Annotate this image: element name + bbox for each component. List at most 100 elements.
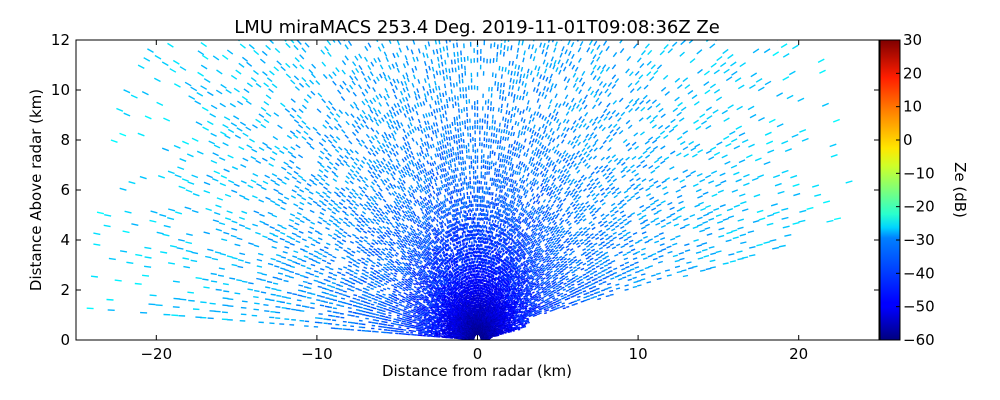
ze-gate bbox=[581, 70, 586, 76]
ze-gate bbox=[503, 123, 506, 128]
ze-gate bbox=[499, 276, 502, 279]
ze-gate bbox=[494, 266, 497, 270]
ze-gate bbox=[581, 81, 586, 87]
ze-gate bbox=[555, 300, 559, 303]
ze-gate bbox=[557, 239, 562, 243]
ze-gate bbox=[562, 66, 567, 72]
ze-gate bbox=[517, 308, 521, 311]
ze-gate bbox=[636, 164, 642, 169]
ze-gate bbox=[524, 216, 528, 221]
ze-gate bbox=[536, 98, 540, 103]
ze-gate bbox=[484, 306, 487, 309]
ze-gate bbox=[533, 274, 537, 278]
ze-gate bbox=[621, 267, 626, 271]
ze-gate bbox=[489, 260, 492, 264]
ze-gate bbox=[723, 135, 730, 141]
ze-gate bbox=[534, 303, 538, 306]
ze-gate bbox=[516, 310, 519, 313]
ze-gate bbox=[553, 237, 557, 241]
ze-gate bbox=[495, 244, 498, 248]
ze-gate bbox=[546, 253, 550, 257]
ze-gate bbox=[560, 263, 565, 267]
ze-gate bbox=[509, 303, 512, 306]
ze-gate bbox=[518, 270, 522, 274]
ze-gate bbox=[614, 210, 619, 214]
ze-gate bbox=[578, 291, 583, 295]
ze-gate bbox=[540, 268, 544, 272]
ze-gate bbox=[626, 269, 631, 273]
ze-gate bbox=[543, 167, 547, 172]
ze-gate bbox=[559, 52, 563, 58]
ze-gate bbox=[627, 220, 632, 224]
ze-gate bbox=[502, 261, 505, 265]
ze-gate bbox=[510, 178, 513, 183]
ze-gate bbox=[651, 124, 657, 129]
ze-gate bbox=[518, 267, 522, 270]
ze-gate bbox=[551, 175, 555, 179]
ze-gate bbox=[593, 295, 598, 298]
ze-gate bbox=[550, 304, 554, 308]
ze-gate bbox=[536, 282, 540, 286]
ze-gate bbox=[498, 301, 502, 304]
ze-gate bbox=[521, 306, 525, 309]
ze-gate bbox=[605, 295, 610, 298]
ze-gate bbox=[571, 270, 575, 274]
ze-gate bbox=[551, 256, 556, 260]
ze-gate bbox=[514, 320, 518, 323]
ze-gate bbox=[591, 104, 597, 110]
ze-gate bbox=[591, 236, 596, 240]
ze-gate bbox=[497, 295, 501, 299]
ze-gate bbox=[528, 297, 532, 301]
ze-gate bbox=[556, 213, 560, 217]
ze-gate bbox=[571, 188, 576, 193]
ze-gate bbox=[845, 180, 853, 184]
ze-gate bbox=[656, 203, 662, 207]
ze-gate bbox=[503, 303, 506, 307]
ze-gate bbox=[506, 230, 509, 234]
ze-gate bbox=[691, 153, 698, 158]
ze-gate bbox=[491, 177, 494, 182]
ze-gate bbox=[563, 257, 567, 261]
ze-gate bbox=[489, 279, 492, 282]
ze-gate bbox=[491, 257, 494, 260]
ze-gate bbox=[525, 265, 528, 268]
ze-gate bbox=[509, 183, 512, 188]
ze-gate bbox=[502, 223, 505, 227]
ze-gate bbox=[519, 276, 522, 280]
ze-gate bbox=[516, 319, 520, 322]
ze-gate bbox=[499, 173, 502, 178]
ze-gate bbox=[495, 178, 497, 183]
ze-gate bbox=[550, 238, 554, 242]
ze-gate bbox=[534, 240, 538, 244]
ze-gate bbox=[612, 51, 618, 58]
ze-gate bbox=[556, 251, 560, 255]
ze-gate bbox=[496, 256, 499, 259]
ze-gate bbox=[506, 155, 509, 160]
ze-gate bbox=[488, 262, 491, 265]
ze-gate bbox=[502, 236, 505, 240]
ze-gate bbox=[645, 154, 651, 159]
ze-gate bbox=[517, 86, 520, 92]
ze-gate bbox=[503, 273, 506, 277]
ze-gate bbox=[618, 236, 624, 240]
ze-gate bbox=[490, 250, 493, 254]
ze-gate bbox=[573, 219, 578, 223]
ze-gate bbox=[499, 135, 502, 140]
ze-gate bbox=[576, 280, 581, 283]
ze-gate bbox=[506, 176, 510, 181]
ze-gate bbox=[524, 83, 527, 88]
ze-gate bbox=[531, 218, 535, 223]
ze-gate bbox=[492, 227, 494, 231]
ze-gate bbox=[578, 218, 583, 222]
ze-gate bbox=[504, 166, 507, 170]
ze-gate bbox=[674, 96, 680, 102]
ze-gate bbox=[501, 158, 504, 163]
ze-gate bbox=[598, 124, 603, 129]
ze-gate bbox=[707, 211, 714, 215]
ze-gate bbox=[505, 282, 508, 286]
ze-gate bbox=[497, 260, 500, 264]
ze-gate bbox=[510, 188, 513, 193]
ze-gate bbox=[565, 102, 569, 108]
ze-gate bbox=[494, 262, 497, 266]
ze-gate bbox=[521, 203, 525, 208]
